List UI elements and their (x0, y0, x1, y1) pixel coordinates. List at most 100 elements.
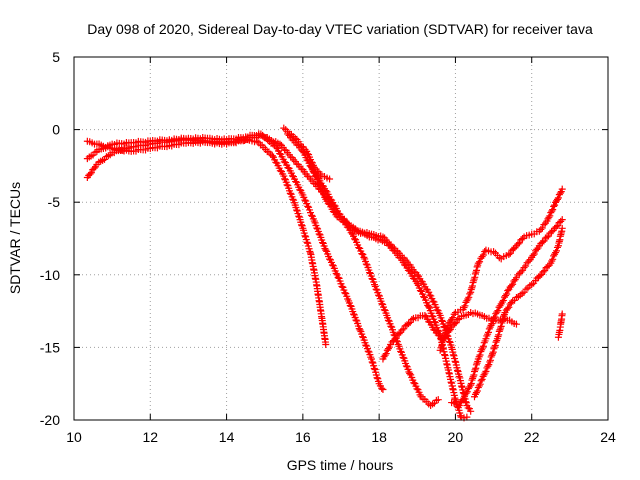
interpolated-markers (361, 255, 379, 289)
series-track-9 (436, 185, 566, 354)
y-tick-label: 0 (52, 122, 60, 138)
data-point-marker (421, 311, 429, 319)
y-tick-label: -20 (40, 412, 60, 428)
interpolated-markers (498, 287, 512, 306)
data-point-marker (539, 268, 547, 276)
interpolated-markers (518, 285, 530, 298)
interpolated-markers (388, 328, 405, 346)
interpolated-markers (85, 148, 99, 161)
x-tick-label: 18 (371, 429, 387, 445)
interpolated-markers (491, 302, 504, 321)
interpolated-markers (522, 256, 534, 270)
interpolated-markers (293, 160, 313, 181)
interpolated-markers (464, 404, 473, 413)
interpolated-markers (458, 310, 472, 320)
interpolated-markers (467, 261, 482, 293)
interpolated-markers (376, 382, 386, 392)
interpolated-markers (526, 279, 538, 290)
x-tick-label: 16 (295, 429, 311, 445)
interpolated-markers (308, 164, 329, 193)
interpolated-markers (368, 358, 382, 385)
data-point-marker (543, 233, 551, 241)
data-point-marker (268, 152, 276, 160)
interpolated-markers (206, 134, 228, 144)
x-tick-label: 10 (66, 429, 82, 445)
plot-frame (73, 56, 609, 421)
interpolated-markers (467, 357, 482, 387)
data-point-marker (558, 224, 566, 232)
interpolated-markers (300, 226, 314, 256)
interpolated-markers (552, 188, 565, 206)
x-tick-label: 22 (524, 429, 540, 445)
interpolated-markers (422, 313, 439, 334)
interpolated-markers (414, 281, 432, 309)
interpolated-markers (85, 163, 100, 179)
interpolated-markers (323, 197, 340, 219)
interpolated-markers (225, 137, 247, 147)
interpolated-markers (548, 243, 561, 265)
data-point-marker (326, 175, 334, 183)
interpolated-markers (444, 366, 459, 402)
y-axis-title: SDTVAR / TECUs (7, 182, 23, 294)
interpolated-markers (323, 188, 344, 218)
data-points (83, 124, 566, 422)
data-point-marker (356, 326, 364, 334)
data-point-marker (306, 162, 314, 170)
interpolated-markers (502, 299, 515, 314)
interpolated-markers (426, 291, 443, 317)
interpolated-markers (483, 316, 497, 340)
data-point-marker (368, 355, 376, 363)
interpolated-markers (285, 131, 305, 154)
interpolated-markers (259, 132, 282, 147)
interpolated-markers (537, 219, 549, 233)
y-tick-label: -10 (40, 267, 60, 283)
data-point-marker (284, 130, 292, 138)
data-point-marker (360, 253, 368, 261)
interpolated-markers (419, 395, 433, 408)
data-point-marker (322, 187, 330, 195)
interpolated-markers (544, 202, 558, 223)
data-point-marker (558, 216, 566, 224)
data-point-marker (406, 370, 414, 378)
interpolated-markers (307, 251, 320, 283)
interpolated-markers (437, 325, 451, 352)
data-point-marker (276, 140, 284, 148)
interpolated-markers (523, 231, 533, 240)
interpolated-markers (471, 377, 485, 398)
interpolated-markers (491, 249, 503, 262)
interpolated-markers (429, 396, 440, 408)
interpolated-markers (514, 266, 527, 279)
interpolated-markers (484, 247, 495, 256)
interpolated-markers (281, 175, 298, 207)
data-point-marker (558, 310, 566, 318)
interpolated-markers (312, 165, 324, 178)
interpolated-markers (537, 234, 549, 248)
interpolated-markers (486, 337, 501, 364)
data-point-marker (434, 396, 442, 404)
interpolated-markers (149, 136, 171, 145)
interpolated-markers (403, 258, 420, 276)
interpolated-markers (448, 345, 463, 378)
interpolated-markers (288, 172, 306, 197)
interpolated-markers (460, 290, 474, 311)
y-tick-label: 5 (52, 49, 60, 65)
interpolated-markers (533, 270, 546, 282)
interpolated-markers (313, 281, 326, 321)
interpolated-markers (384, 241, 405, 262)
interpolated-markers (511, 293, 522, 304)
x-tick-label: 14 (219, 429, 235, 445)
interpolated-markers (269, 153, 287, 178)
data-point-marker (425, 303, 433, 311)
interpolated-markers (450, 399, 461, 409)
interpolated-markers (149, 142, 171, 152)
series-track-10 (471, 224, 566, 401)
axis-ticks: 10 12 14 16 18 20 22 24 -20 -15 -10 -5 0 5 (40, 49, 616, 445)
data-point-marker (467, 381, 475, 389)
interpolated-markers (434, 331, 446, 341)
interpolated-markers (345, 299, 363, 333)
interpolated-markers (168, 139, 190, 150)
x-tick-label: 20 (448, 429, 464, 445)
series-track-11 (554, 310, 566, 341)
interpolated-markers (415, 272, 431, 294)
y-tick-label: -15 (40, 339, 60, 355)
